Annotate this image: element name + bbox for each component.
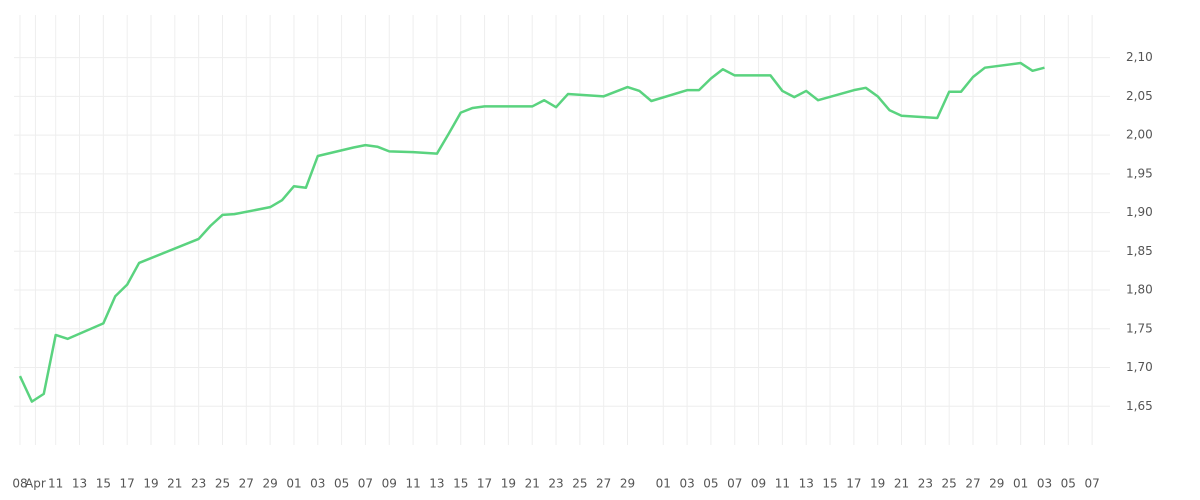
x-tick-label: 29 bbox=[989, 477, 1004, 491]
x-tick-label: 23 bbox=[191, 477, 206, 491]
x-tick-label: 05 bbox=[1061, 477, 1076, 491]
x-tick-label: 27 bbox=[239, 477, 254, 491]
y-tick-label: 1,75 bbox=[1126, 321, 1153, 335]
x-tick-label: 29 bbox=[620, 477, 635, 491]
x-tick-label: 21 bbox=[894, 477, 909, 491]
x-tick-label: 21 bbox=[167, 477, 182, 491]
x-tick-label: 05 bbox=[703, 477, 718, 491]
y-tick-label: 1,70 bbox=[1126, 360, 1153, 374]
y-tick-label: 1,95 bbox=[1126, 166, 1153, 180]
x-tick-label: 17 bbox=[846, 477, 861, 491]
x-tick-label: 03 bbox=[679, 477, 694, 491]
x-tick-label: 13 bbox=[429, 477, 444, 491]
x-tick-label: 27 bbox=[965, 477, 980, 491]
series-line bbox=[18, 61, 1045, 403]
x-tick-label: 17 bbox=[120, 477, 135, 491]
x-tick-label: 01 bbox=[656, 477, 671, 491]
y-tick-label: 1,80 bbox=[1126, 283, 1153, 297]
x-tick-label: 09 bbox=[382, 477, 397, 491]
y-tick-label: 2,10 bbox=[1126, 50, 1153, 64]
x-tick-label: 01 bbox=[286, 477, 301, 491]
x-tick-label: 25 bbox=[942, 477, 957, 491]
x-tick-label: 11 bbox=[48, 477, 63, 491]
x-tick-label: 21 bbox=[525, 477, 540, 491]
x-tick-label: 29 bbox=[262, 477, 277, 491]
x-tick-label: 01 bbox=[1013, 477, 1028, 491]
x-tick-label: 15 bbox=[453, 477, 468, 491]
x-tick-label: 05 bbox=[334, 477, 349, 491]
x-tick-label: 11 bbox=[405, 477, 420, 491]
x-tick-label: 23 bbox=[548, 477, 563, 491]
x-tick-label: 07 bbox=[727, 477, 742, 491]
x-tick-label: 11 bbox=[775, 477, 790, 491]
y-tick-label: 1,85 bbox=[1126, 244, 1153, 258]
x-tick-label: 25 bbox=[215, 477, 230, 491]
x-tick-label: 07 bbox=[358, 477, 373, 491]
y-tick-label: 1,65 bbox=[1126, 399, 1153, 413]
x-tick-label: Apr bbox=[25, 477, 46, 491]
x-tick-label: 13 bbox=[799, 477, 814, 491]
x-tick-label: 15 bbox=[822, 477, 837, 491]
x-tick-label: 09 bbox=[751, 477, 766, 491]
y-tick-label: 2,00 bbox=[1126, 128, 1153, 142]
x-tick-label: 19 bbox=[143, 477, 158, 491]
x-tick-label: 07 bbox=[1084, 477, 1099, 491]
x-tick-label: 19 bbox=[870, 477, 885, 491]
y-tick-label: 2,05 bbox=[1126, 89, 1153, 103]
x-tick-label: 19 bbox=[501, 477, 516, 491]
x-tick-label: 13 bbox=[72, 477, 87, 491]
x-tick-label: 03 bbox=[310, 477, 325, 491]
x-tick-label: 08 bbox=[12, 477, 27, 491]
x-tick-label: 27 bbox=[596, 477, 611, 491]
x-tick-label: 17 bbox=[477, 477, 492, 491]
x-tick-label: 23 bbox=[918, 477, 933, 491]
x-tick-label: 25 bbox=[572, 477, 587, 491]
x-tick-label: 03 bbox=[1037, 477, 1052, 491]
y-tick-label: 1,90 bbox=[1126, 205, 1153, 219]
x-tick-label: 15 bbox=[96, 477, 111, 491]
